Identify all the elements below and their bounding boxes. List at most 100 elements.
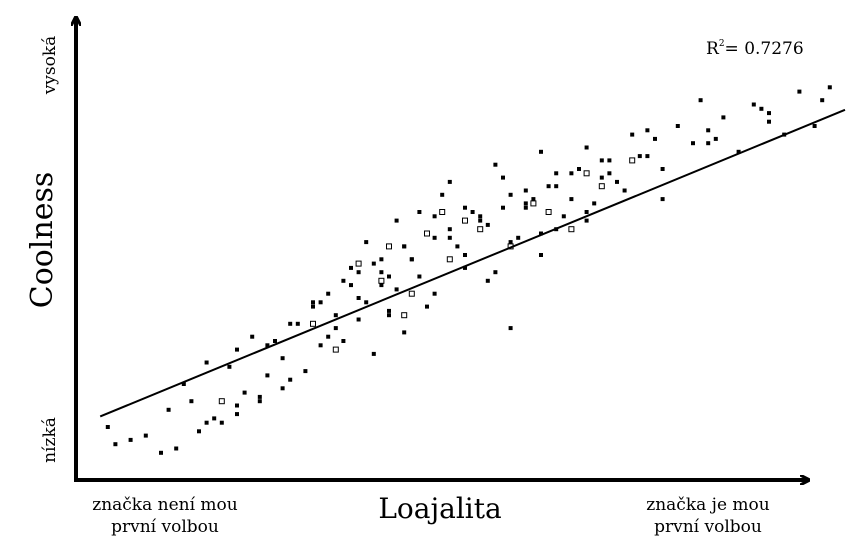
data-point (364, 300, 369, 305)
data-point (379, 257, 384, 262)
data-point (751, 102, 756, 107)
data-point (159, 450, 163, 455)
data-point (288, 377, 293, 382)
data-point (235, 347, 239, 352)
x-tick-high-line-1: značka je mou (646, 495, 769, 515)
data-point (197, 429, 201, 434)
data-point (273, 339, 277, 343)
data-point (797, 89, 802, 94)
data-point (508, 192, 513, 197)
data-point (105, 425, 110, 429)
data-point (660, 197, 665, 202)
data-point (257, 394, 262, 399)
open-data-point (446, 256, 453, 263)
data-point (318, 343, 323, 348)
open-data-point (332, 346, 339, 353)
data-point (364, 240, 369, 245)
data-point (265, 343, 270, 348)
data-point (212, 416, 217, 421)
open-data-point (386, 243, 392, 250)
open-data-point (477, 226, 484, 233)
data-point (409, 257, 414, 262)
open-data-point (408, 290, 415, 297)
data-point (827, 85, 832, 90)
data-point (349, 283, 353, 288)
data-point (615, 179, 619, 184)
data-point (379, 283, 384, 288)
data-point (303, 369, 308, 374)
data-point (508, 240, 513, 245)
data-point (432, 235, 437, 240)
data-point (637, 154, 642, 159)
data-point (432, 214, 437, 219)
x-tick-low-line-2: první volbou (111, 517, 219, 537)
data-point (181, 382, 186, 386)
data-point (387, 308, 391, 313)
open-data-point (545, 209, 552, 215)
data-point (546, 184, 551, 189)
data-point (713, 136, 718, 141)
open-data-point (439, 209, 446, 215)
x-axis-title: Loajalita (378, 492, 501, 525)
data-point (379, 270, 384, 275)
open-data-point (378, 277, 385, 284)
data-point (736, 149, 741, 154)
data-point (447, 227, 452, 232)
data-point (235, 403, 239, 408)
data-point (561, 214, 566, 219)
open-data-point (583, 170, 590, 177)
open-data-point (598, 183, 605, 190)
y-tick-low: nízká (40, 417, 60, 463)
data-point (592, 201, 597, 206)
data-points (105, 85, 832, 455)
data-point (447, 179, 452, 184)
data-point (660, 167, 665, 171)
data-point (371, 261, 376, 266)
data-point (417, 210, 422, 214)
data-point (326, 291, 331, 296)
data-point (501, 205, 505, 210)
data-point (485, 278, 490, 283)
data-point (387, 274, 391, 279)
data-point (318, 300, 323, 305)
data-point (356, 296, 361, 300)
data-point (767, 111, 771, 116)
data-point (599, 175, 604, 180)
data-point (645, 154, 650, 159)
open-data-point (530, 200, 537, 207)
data-point (607, 171, 612, 176)
data-point (501, 175, 505, 180)
data-point (204, 360, 209, 365)
data-point (333, 313, 338, 318)
data-point (493, 270, 498, 275)
r-squared-superscript: 2 (719, 39, 725, 49)
data-point (812, 124, 817, 128)
data-point (425, 304, 429, 309)
data-point (394, 287, 399, 292)
open-data-point (218, 398, 225, 405)
data-point (166, 407, 171, 412)
data-point (630, 132, 635, 137)
data-point (554, 171, 559, 176)
data-point (523, 201, 528, 206)
data-point (227, 364, 232, 369)
data-point (554, 184, 559, 189)
data-point (257, 399, 262, 404)
data-point (622, 188, 627, 193)
data-point (189, 399, 194, 404)
open-data-point (424, 230, 430, 237)
data-point (295, 321, 300, 326)
data-point (311, 300, 315, 305)
data-point (288, 321, 293, 326)
data-point (539, 149, 543, 154)
data-point (402, 330, 407, 335)
data-point (242, 390, 247, 395)
data-point (470, 210, 475, 214)
data-point (569, 171, 574, 176)
open-data-point (401, 312, 408, 319)
data-point (706, 141, 711, 146)
data-point (531, 197, 536, 202)
data-point (599, 158, 604, 163)
data-point (280, 386, 285, 391)
data-point (539, 231, 543, 236)
